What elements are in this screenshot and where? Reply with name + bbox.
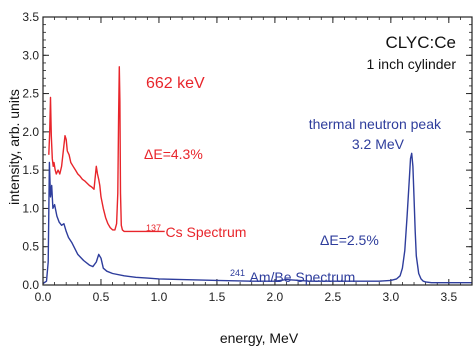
x-tick-label: 3.5 [440,290,457,304]
neutron-energy-label: 3.2 MeV [352,136,405,152]
y-tick-label: 1.5 [22,163,39,177]
y-tick-label: 2.0 [22,125,39,139]
x-tick-label: 1.0 [151,290,168,304]
chart-subtitle: 1 inch cylinder [367,56,457,72]
cs-peak-label: 662 keV [146,75,205,92]
x-tick-label: 2.5 [325,290,342,304]
cs-resolution-label: ΔE=4.3% [144,146,203,162]
x-tick-label: 0.5 [93,290,110,304]
plot-frame [42,16,473,286]
ambe-spectrum-label: 241 Am/Be Spectrum [230,263,355,285]
y-tick-label: 0.5 [22,240,39,254]
chart-title: CLYC:Ce [385,33,456,52]
y-tick-label: 3.0 [22,48,39,62]
y-tick-label: 2.5 [22,87,39,101]
ambe-resolution-label: ΔE=2.5% [320,232,379,248]
y-tick-label: 1.0 [22,201,39,215]
x-tick-label: 0.0 [35,290,52,304]
series-line-ambe [42,152,472,285]
neutron-peak-label: thermal neutron peak [309,116,442,132]
y-tick-label: 3.5 [22,10,39,24]
series-line-cs [48,66,165,233]
x-tick-label: 1.5 [209,290,226,304]
cs-spectrum-label: 137 Cs Spectrum [146,218,246,240]
y-tick-label: 0.0 [22,278,39,292]
x-tick-label: 2.0 [267,290,284,304]
x-tick-label: 3.0 [382,290,399,304]
x-axis-title: energy, MeV [220,330,299,346]
y-axis-title: intensity, arb. units [6,89,22,205]
